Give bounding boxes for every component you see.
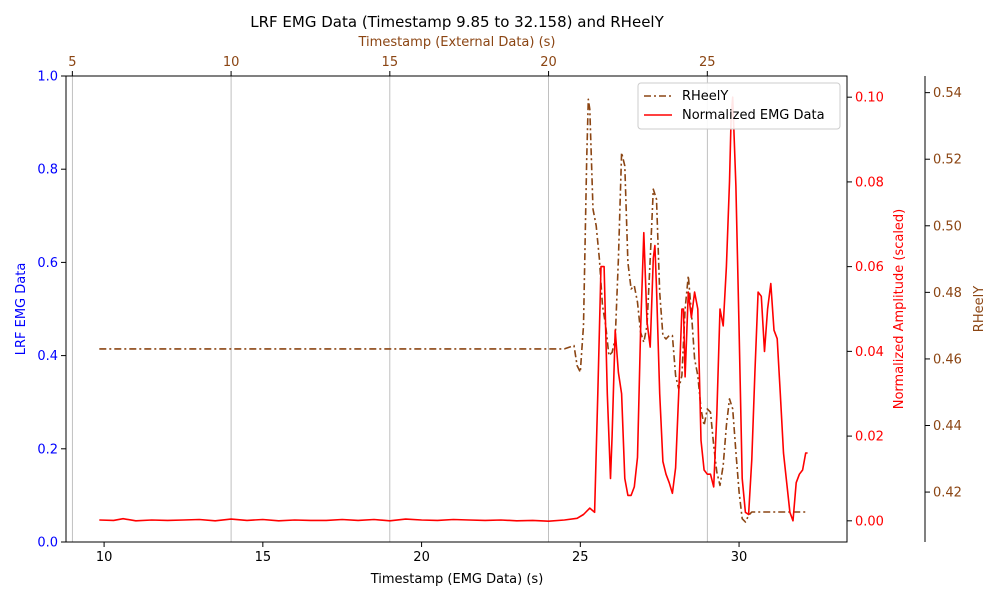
y-axis-label-left: LRF EMG Data <box>14 263 29 356</box>
legend-label-rheely: RHeelY <box>682 89 728 104</box>
top-x-tick-label: 20 <box>540 55 557 70</box>
legend-label-normalized-emg: Normalized EMG Data <box>682 108 825 123</box>
series-layer <box>99 96 808 523</box>
right1-y-tick-label: 0.10 <box>855 91 884 106</box>
left-y-tick-label: 0.2 <box>37 442 58 457</box>
left-y-tick-label: 1.0 <box>37 70 58 85</box>
x-tick-label: 25 <box>572 550 589 565</box>
plot-frame <box>65 75 848 543</box>
top-x-axis: 5 10 15 20 25 <box>68 55 716 76</box>
x-axis-label-bottom: Timestamp (EMG Data) (s) <box>370 572 544 587</box>
x-tick-label: 15 <box>255 550 272 565</box>
left-y-tick-label: 0.0 <box>37 536 58 551</box>
left-y-tick-label: 0.6 <box>37 256 58 271</box>
x-axis-label-top: Timestamp (External Data) (s) <box>358 35 556 50</box>
legend: RHeelY Normalized EMG Data <box>637 82 841 130</box>
right2-y-tick-label: 0.46 <box>933 352 962 367</box>
right1-y-tick-label: 0.02 <box>855 430 884 445</box>
right2-y-tick-label: 0.54 <box>933 86 962 101</box>
right2-y-tick-label: 0.52 <box>933 153 962 168</box>
left-y-tick-label: 0.4 <box>37 349 58 364</box>
legend-box <box>637 82 841 130</box>
x-tick-label: 30 <box>731 550 748 565</box>
y-axis-label-right-amplitude: Normalized Amplitude (scaled) <box>892 209 907 410</box>
series-line-normalized-emg-data <box>99 96 808 523</box>
top-x-tick-label: 25 <box>699 55 716 70</box>
right1-y-tick-label: 0.04 <box>855 345 884 360</box>
x-tick-label: 20 <box>413 550 430 565</box>
left-y-axis: 0.0 0.2 0.4 0.6 0.8 1.0 <box>37 70 66 551</box>
chart-title: LRF EMG Data (Timestamp 9.85 to 32.158) … <box>250 13 664 31</box>
right1-y-tick-label: 0.08 <box>855 175 884 190</box>
right2-y-tick-label: 0.42 <box>933 486 962 501</box>
y-axis-label-right-rheely: RHeelY <box>972 286 987 332</box>
top-x-tick-label: 5 <box>68 55 76 70</box>
bottom-x-axis: 10 15 20 25 30 <box>96 542 748 565</box>
left-y-tick-label: 0.8 <box>37 163 58 178</box>
right-y-axis-amplitude: 0.00 0.02 0.04 0.06 0.08 0.10 <box>847 91 884 529</box>
right1-y-tick-label: 0.06 <box>855 260 884 275</box>
right2-y-tick-label: 0.50 <box>933 219 962 234</box>
right1-y-tick-label: 0.00 <box>855 514 884 529</box>
right2-y-tick-label: 0.48 <box>933 286 962 301</box>
series-line-rheely <box>99 98 808 523</box>
top-x-tick-label: 10 <box>223 55 240 70</box>
right2-y-tick-label: 0.44 <box>933 419 962 434</box>
gridlines <box>71 76 708 542</box>
top-x-tick-label: 15 <box>382 55 399 70</box>
x-tick-label: 10 <box>96 550 113 565</box>
right-y-axis-rheely: 0.42 0.44 0.46 0.48 0.50 0.52 0.54 <box>924 76 962 542</box>
